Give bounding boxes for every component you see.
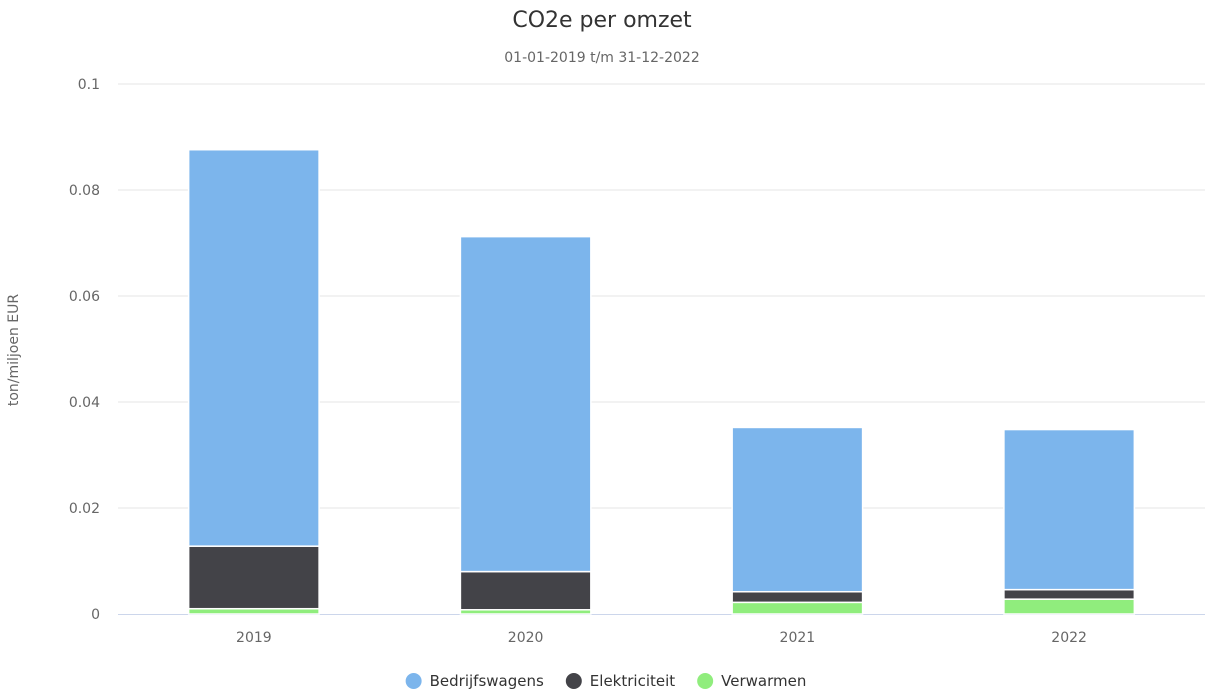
bar-elektriciteit-2021[interactable] — [731, 590, 864, 604]
legend-item-bedrijfswagens[interactable]: Bedrijfswagens — [405, 672, 544, 690]
bar-verwarmen-2022[interactable] — [1003, 598, 1136, 615]
y-tick-label: 0 — [91, 607, 100, 623]
bar-bedrijfswagens-2019[interactable] — [187, 148, 320, 547]
y-tick-label: 0.04 — [69, 395, 100, 411]
legend-label: Bedrijfswagens — [430, 672, 544, 690]
bar-bedrijfswagens-2021[interactable] — [731, 426, 864, 593]
legend-label: Elektriciteit — [590, 672, 675, 690]
x-tick-label: 2020 — [508, 630, 544, 646]
chart-title: CO2e per omzet — [512, 8, 692, 33]
bar-bedrijfswagens-2020[interactable] — [459, 235, 592, 573]
x-tick-label: 2021 — [780, 630, 816, 646]
legend-marker — [565, 673, 582, 689]
legend-marker — [405, 673, 422, 689]
x-tick-label: 2022 — [1051, 630, 1087, 646]
bar-bedrijfswagens-2022[interactable] — [1003, 428, 1136, 591]
x-tick-label: 2019 — [236, 630, 272, 646]
y-tick-label: 0.08 — [69, 183, 100, 199]
bar-elektriciteit-2022[interactable] — [1003, 588, 1136, 600]
x-axis-ticks: 2019 2020 2021 2022 — [236, 630, 1087, 646]
y-axis-title: ton/miljoen EUR — [6, 294, 22, 407]
legend-label: Verwarmen — [721, 672, 806, 690]
legend: Bedrijfswagens Elektriciteit Verwarmen — [405, 672, 806, 690]
y-tick-label: 0.06 — [69, 289, 100, 305]
legend-marker — [697, 673, 714, 689]
bar-verwarmen-2021[interactable] — [731, 601, 864, 615]
legend-item-verwarmen[interactable]: Verwarmen — [697, 672, 806, 690]
chart-subtitle: 01-01-2019 t/m 31-12-2022 — [504, 50, 699, 66]
y-tick-label: 0.1 — [78, 77, 100, 93]
legend-item-elektriciteit[interactable]: Elektriciteit — [565, 672, 675, 690]
bar-verwarmen-2019[interactable] — [187, 607, 320, 615]
y-axis-ticks: 0 0.02 0.04 0.06 0.08 0.1 — [69, 77, 100, 623]
y-tick-label: 0.02 — [69, 501, 100, 517]
bar-elektriciteit-2019[interactable] — [187, 545, 320, 610]
bars — [187, 148, 1136, 615]
bar-elektriciteit-2020[interactable] — [459, 570, 592, 611]
